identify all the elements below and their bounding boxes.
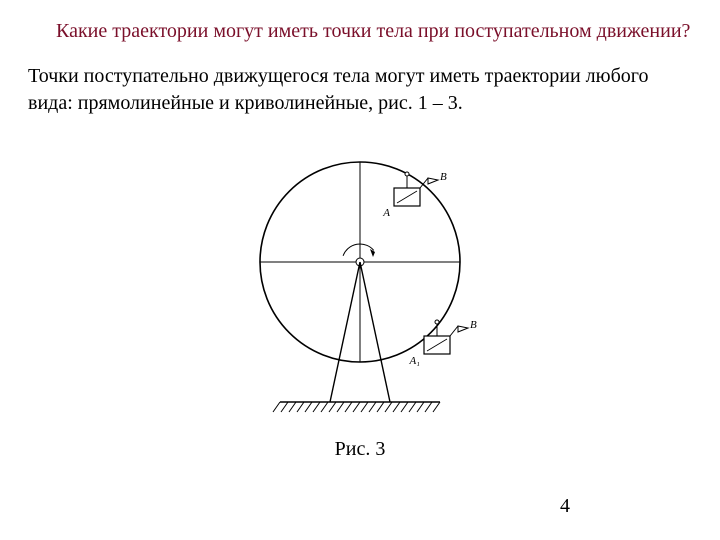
figure-caption: Рис. 3 [28, 438, 692, 461]
answer-text-content: Точки поступательно движущегося тела мог… [28, 65, 648, 114]
figure-svg: A B A₁ B [210, 127, 510, 427]
page-number: 4 [560, 495, 570, 518]
svg-text:A: A [382, 207, 390, 219]
question-text-content: Какие траектории могут иметь точки тела … [56, 20, 690, 42]
answer-text: Точки поступательно движущегося тела мог… [28, 63, 692, 117]
svg-text:B: B [470, 319, 477, 331]
svg-text:B: B [440, 171, 447, 183]
figure-ferris-wheel: A B A₁ B [210, 127, 510, 432]
svg-text:A₁: A₁ [408, 355, 420, 367]
question-text: Какие траектории могут иметь точки тела … [28, 18, 692, 45]
